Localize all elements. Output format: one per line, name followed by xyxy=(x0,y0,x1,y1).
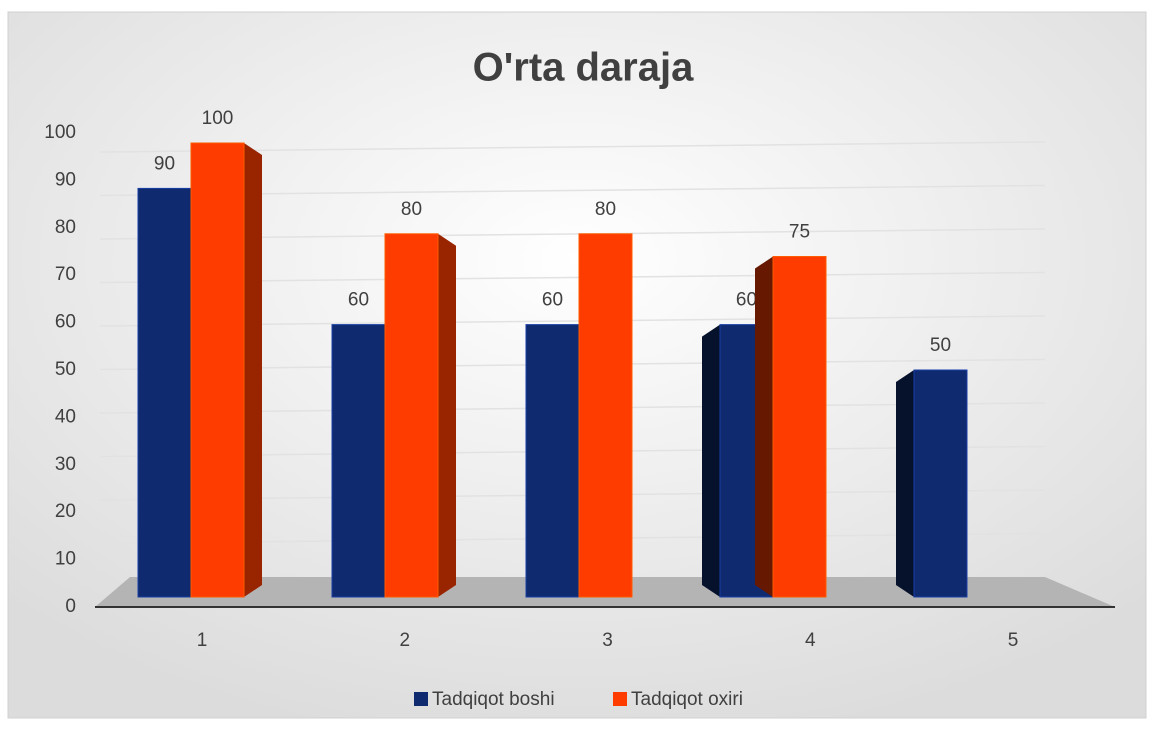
data-label: 75 xyxy=(789,222,810,243)
legend-label: Tadqiqot boshi xyxy=(432,689,555,710)
bar xyxy=(525,324,580,598)
x-tick-label: 5 xyxy=(1008,630,1019,651)
bar xyxy=(913,369,968,598)
data-label: 60 xyxy=(348,290,369,311)
bar-side xyxy=(244,143,262,597)
y-tick-label: 10 xyxy=(55,549,76,570)
y-tick-label: 20 xyxy=(55,501,76,522)
bar xyxy=(384,233,439,598)
y-tick-label: 100 xyxy=(44,122,76,143)
bar xyxy=(578,233,633,598)
data-label: 60 xyxy=(542,290,563,311)
legend-swatch xyxy=(414,692,428,706)
legend-swatch xyxy=(613,692,627,706)
bar-side xyxy=(702,324,720,597)
data-label: 60 xyxy=(736,290,757,311)
bar xyxy=(772,256,827,598)
grid-line xyxy=(99,141,1046,153)
data-label: 100 xyxy=(202,108,234,129)
bar xyxy=(137,187,192,598)
data-label: 80 xyxy=(595,199,616,220)
data-label: 50 xyxy=(930,335,951,356)
chart-title: O'rta daraja xyxy=(473,46,694,90)
legend-label: Tadqiqot oxiri xyxy=(631,689,743,710)
bar-side xyxy=(438,233,456,598)
bar xyxy=(331,324,386,598)
y-tick-label: 70 xyxy=(55,264,76,285)
y-tick-label: 80 xyxy=(55,217,76,238)
x-tick-label: 1 xyxy=(197,630,208,651)
x-tick-label: 4 xyxy=(805,630,816,651)
x-tick-label: 3 xyxy=(602,630,613,651)
y-tick-label: 0 xyxy=(65,596,76,617)
data-label: 80 xyxy=(401,199,422,220)
y-tick-label: 40 xyxy=(55,406,76,427)
bar xyxy=(190,142,245,598)
x-tick-label: 2 xyxy=(399,630,410,651)
y-tick-label: 60 xyxy=(55,312,76,333)
bar-side xyxy=(755,256,773,597)
data-label: 90 xyxy=(154,153,175,174)
y-tick-label: 30 xyxy=(55,454,76,475)
y-tick-label: 50 xyxy=(55,359,76,380)
y-tick-label: 90 xyxy=(55,169,76,190)
bar-side xyxy=(896,370,914,597)
